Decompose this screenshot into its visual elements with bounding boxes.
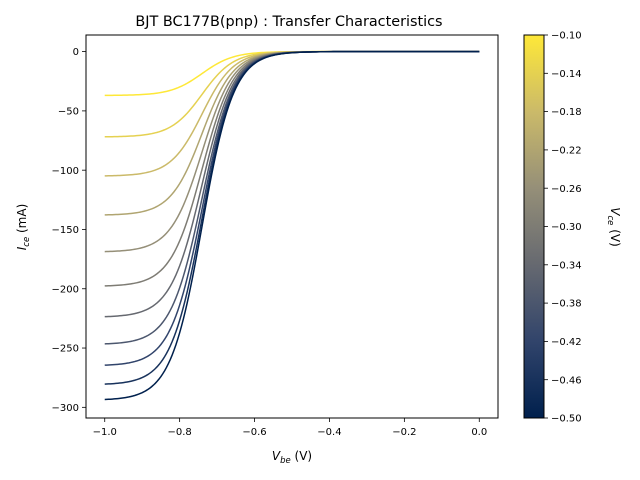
- y-axis-label-var: I: [15, 246, 29, 250]
- curve-vce--0.42: [104, 50, 480, 366]
- curve-vce--0.46: [104, 50, 480, 385]
- x-tick-label: −0.8: [167, 427, 191, 438]
- x-tick-label: −1.0: [93, 427, 117, 438]
- colorbar-tick-label: −0.14: [551, 69, 582, 80]
- curve-vce--0.10: [104, 50, 480, 97]
- x-tick-label: −0.6: [242, 427, 266, 438]
- colorbar-tick-label: −0.22: [551, 146, 582, 157]
- y-tick-label: −100: [52, 166, 79, 177]
- colorbar-tick-label: −0.30: [551, 222, 582, 233]
- colorbar-tick-label: −0.10: [551, 31, 582, 42]
- colorbar-tick-label: −0.18: [551, 107, 582, 118]
- y-tick-label: −200: [52, 284, 79, 295]
- y-tick-label: 0: [73, 47, 79, 58]
- curve-vce--0.18: [104, 50, 480, 177]
- x-axis-label-sub: be: [280, 456, 291, 466]
- y-tick-label: −300: [52, 403, 79, 414]
- colorbar-label-sub: ce: [605, 215, 615, 225]
- colorbar-tick-label: −0.38: [551, 299, 582, 310]
- y-axis-label-unit: (mA): [15, 204, 29, 237]
- colorbar-tick-label: −0.42: [551, 337, 582, 348]
- colorbar-tick-label: −0.50: [551, 414, 582, 425]
- colorbar-label-unit: (V): [608, 225, 622, 246]
- y-axis-label-sub: ce: [22, 237, 32, 247]
- curve-vce--0.34: [104, 50, 480, 318]
- x-axis-label: Vbe (V): [272, 449, 312, 466]
- y-tick-label: −250: [52, 344, 79, 355]
- chart-title: BJT BC177B(pnp) : Transfer Characteristi…: [135, 14, 442, 30]
- colorbar: [523, 34, 545, 419]
- curve-vce--0.14: [104, 50, 480, 138]
- curve-vce--0.22: [104, 50, 480, 216]
- curve-vce--0.26: [104, 50, 480, 253]
- y-tick-label: −150: [52, 225, 79, 236]
- curve-group: [104, 50, 480, 401]
- colorbar-label-var: V: [608, 207, 622, 216]
- x-tick-label: 0.0: [471, 427, 487, 438]
- x-axis-label-unit: (V): [291, 449, 312, 463]
- colorbar-label: Vce (V): [605, 207, 622, 247]
- y-axis-ticks: 0 −50 −100 −150 −200 −250 −300: [52, 47, 86, 414]
- curve-vce--0.50: [104, 50, 480, 401]
- colorbar-ticks: −0.10 −0.14 −0.18 −0.22 −0.26 −0.30 −0.34 −0.38…: [544, 31, 582, 425]
- x-tick-label: −0.2: [392, 427, 416, 438]
- plot-area-frame: [85, 34, 499, 419]
- colorbar-tick-label: −0.34: [551, 260, 582, 271]
- curve-vce--0.30: [104, 50, 480, 287]
- x-axis-label-var: V: [272, 449, 281, 463]
- y-axis-label: Ice (mA): [15, 204, 32, 251]
- x-axis-ticks: −1.0 −0.8 −0.6 −0.4 −0.2 0.0: [93, 418, 487, 438]
- colorbar-tick-label: −0.26: [551, 184, 582, 195]
- colorbar-tick-label: −0.46: [551, 375, 582, 386]
- x-tick-label: −0.4: [317, 427, 341, 438]
- y-tick-label: −50: [58, 106, 79, 117]
